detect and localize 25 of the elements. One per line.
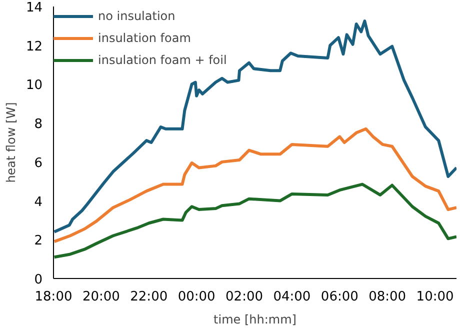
x-axis-title: time [hh:mm] [214,312,296,326]
x-tick-label: 10:00 [416,290,454,304]
y-axis-title: heat flow [W] [4,102,18,183]
y-tick-label: 8 [34,117,43,132]
x-tick-label: 18:00 [34,290,72,304]
x-tick-label: 06:00 [320,290,358,304]
legend-label: insulation foam + foil [98,53,227,67]
y-tick-label: 0 [34,272,43,288]
line-series [54,182,456,259]
x-tick-label: 22:00 [130,290,168,304]
x-tick-label: 04:00 [273,290,311,304]
y-tick-label: 4 [34,194,43,210]
x-tick-label: 20:00 [82,290,120,304]
y-tick-label: 10 [26,78,43,94]
line-series [54,127,456,244]
y-tick-label: 14 [26,0,43,16]
legend-label: insulation foam [98,31,191,45]
y-tick-label: 2 [34,234,43,249]
y-tick-label: 12 [26,39,43,54]
x-tick-label: 00:00 [178,290,216,304]
line-series [54,20,456,234]
x-tick-label: 08:00 [368,290,406,304]
y-tick-label: 6 [34,156,43,171]
x-tick-label: 02:00 [226,290,264,304]
legend-label: no insulation [98,9,176,23]
